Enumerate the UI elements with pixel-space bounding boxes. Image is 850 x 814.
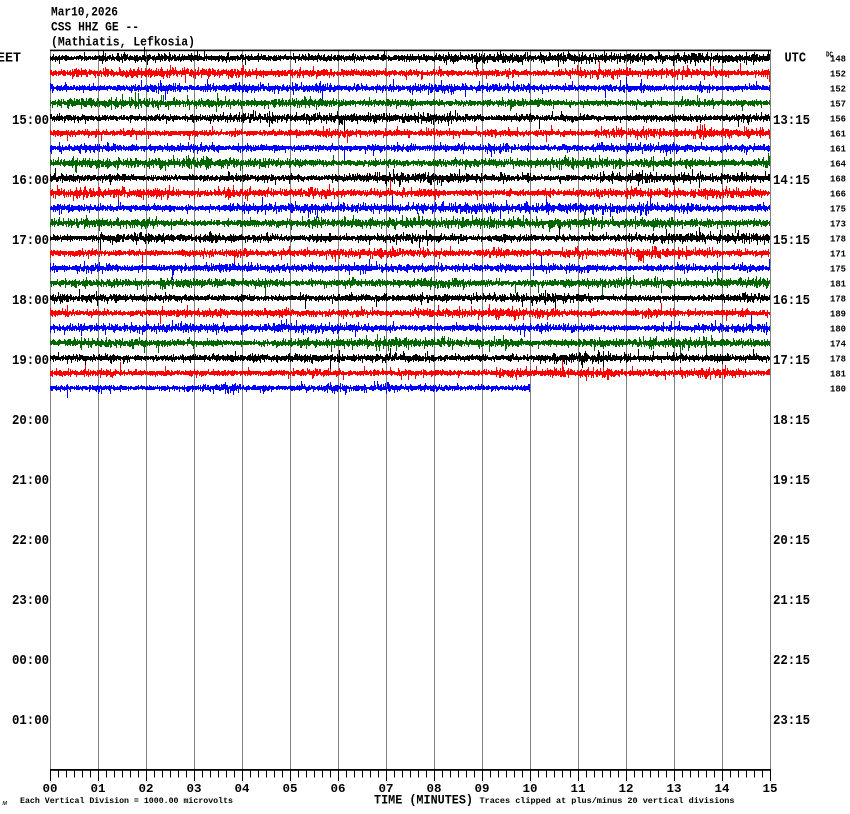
svg-text:175: 175 [830,264,846,274]
svg-text:161: 161 [830,129,847,139]
svg-text:01:00: 01:00 [12,713,49,729]
svg-text:14: 14 [715,782,730,796]
svg-text:21:00: 21:00 [12,473,49,489]
svg-text:15: 15 [763,782,778,796]
svg-text:19:15: 19:15 [773,473,810,489]
svg-text:Mar10,2026: Mar10,2026 [51,5,118,20]
svg-text:16:00: 16:00 [12,173,49,189]
svg-text:168: 168 [830,174,846,184]
svg-text:11: 11 [571,782,586,796]
svg-text:178: 178 [830,294,846,304]
svg-text:20:00: 20:00 [12,413,49,429]
svg-text:23:15: 23:15 [773,713,810,729]
svg-text:152: 152 [830,69,846,79]
svg-text:12: 12 [619,782,634,796]
svg-text:01: 01 [91,782,106,796]
svg-text:13: 13 [667,782,682,796]
svg-text:CSS HHZ GE --: CSS HHZ GE -- [51,20,139,35]
svg-text:00:00: 00:00 [12,653,49,669]
svg-text:180: 180 [830,324,846,334]
svg-text:22:00: 22:00 [12,533,49,549]
svg-text:20:15: 20:15 [773,533,810,549]
svg-text:16:15: 16:15 [773,293,810,309]
svg-text:178: 178 [830,234,846,244]
svg-text:19:00: 19:00 [12,353,49,369]
svg-text:15:00: 15:00 [12,113,49,129]
svg-text:17:15: 17:15 [773,353,810,369]
svg-text:156: 156 [830,114,846,124]
svg-text:152: 152 [830,84,846,94]
svg-text:148: 148 [830,54,846,64]
svg-text:18:00: 18:00 [12,293,49,309]
svg-text:м: м [2,800,8,808]
svg-text:174: 174 [830,339,847,349]
svg-text:00: 00 [43,782,58,796]
svg-text:181: 181 [830,369,847,379]
svg-text:03: 03 [187,782,202,796]
svg-text:02: 02 [139,782,154,796]
svg-text:DC: DC [826,52,833,60]
svg-text:UTC: UTC [785,51,807,67]
svg-text:09: 09 [475,782,490,796]
svg-text:04: 04 [235,782,250,796]
svg-text:15:15: 15:15 [773,233,810,249]
svg-text:189: 189 [830,309,846,319]
svg-text:175: 175 [830,204,846,214]
svg-text:14:15: 14:15 [773,173,810,189]
svg-text:21:15: 21:15 [773,593,810,609]
svg-text:05: 05 [283,782,298,796]
svg-text:EET: EET [0,51,21,67]
svg-text:Each Vertical Division = 1000.: Each Vertical Division = 1000.00 microvo… [20,797,233,806]
svg-text:23:00: 23:00 [12,593,49,609]
svg-text:17:00: 17:00 [12,233,49,249]
svg-text:13:15: 13:15 [773,113,810,129]
svg-text:06: 06 [331,782,346,796]
svg-text:22:15: 22:15 [773,653,810,669]
svg-text:07: 07 [379,782,394,796]
svg-text:180: 180 [830,384,846,394]
svg-text:166: 166 [830,189,846,199]
svg-text:08: 08 [427,782,442,796]
svg-text:173: 173 [830,219,846,229]
svg-text:157: 157 [830,99,846,109]
svg-text:161: 161 [830,144,847,154]
svg-text:Traces clipped at plus/minus 2: Traces clipped at plus/minus 20 vertical… [480,797,735,806]
svg-text:181: 181 [830,279,847,289]
svg-text:178: 178 [830,354,846,364]
svg-text:10: 10 [523,782,538,796]
svg-text:TIME (MINUTES): TIME (MINUTES) [374,794,473,808]
svg-text:18:15: 18:15 [773,413,810,429]
svg-text:164: 164 [830,159,847,169]
svg-text:171: 171 [830,249,847,259]
svg-text:(Mathiatis, Lefkosia): (Mathiatis, Lefkosia) [51,35,195,50]
